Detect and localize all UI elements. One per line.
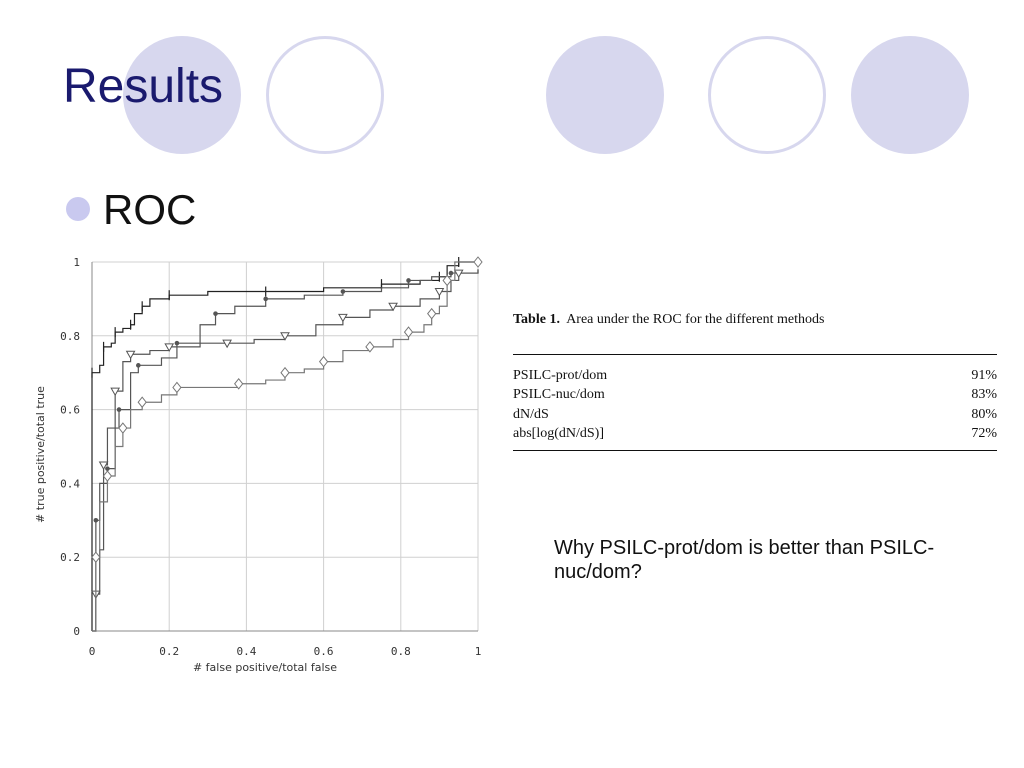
series-point-3 — [473, 256, 483, 268]
series-point-2 — [434, 288, 445, 297]
x-tick-label: 0 — [89, 645, 96, 658]
table-caption-text: Area under the ROC for the different met… — [566, 312, 825, 327]
decor-circle — [851, 36, 969, 154]
table-caption: Table 1. Area under the ROC for the diff… — [513, 312, 997, 328]
x-tick-label: 0.4 — [236, 645, 256, 658]
bullet-dot — [66, 197, 90, 221]
series-point-2 — [110, 387, 121, 397]
table-row: PSILC-nuc/dom 83% — [513, 386, 997, 406]
table-caption-label: Table 1. — [513, 312, 560, 327]
series-point-1 — [93, 518, 99, 523]
series-point-3 — [172, 381, 182, 394]
decor-circle — [546, 36, 664, 154]
series-point-3 — [365, 341, 375, 353]
table-row: PSILC-prot/dom 91% — [513, 366, 997, 386]
slide-title: Results — [63, 60, 224, 113]
series-line-1 — [92, 269, 479, 632]
series-point-3 — [403, 326, 414, 338]
series-point-1 — [116, 407, 122, 412]
series-point-1 — [406, 278, 411, 283]
table-method: abs[log(dN/dS)] — [513, 426, 604, 442]
series-point-2 — [125, 350, 136, 360]
y-tick-label: 0.8 — [60, 330, 80, 343]
series-point-3 — [102, 470, 113, 482]
series-point-2 — [453, 269, 464, 279]
table-method: PSILC-nuc/dom — [513, 387, 605, 403]
auc-table: Table 1. Area under the ROC for the diff… — [513, 312, 997, 451]
y-tick-label: 1 — [73, 256, 80, 269]
table-body: PSILC-prot/dom 91% PSILC-nuc/dom 83% dN/… — [513, 366, 997, 444]
decor-circle — [266, 36, 384, 154]
x-tick-label: 0.6 — [314, 645, 334, 658]
x-tick-label: 1 — [475, 645, 482, 658]
table-row: dN/dS 80% — [513, 405, 997, 425]
series-point-2 — [280, 332, 290, 341]
series-point-2 — [338, 313, 348, 323]
series-point-1 — [340, 289, 346, 294]
series-point-1 — [448, 270, 454, 276]
table-value: 83% — [971, 387, 997, 403]
series-point-3 — [442, 274, 452, 287]
series-line-2 — [92, 269, 479, 632]
x-axis-label: # false positive/total false — [193, 661, 337, 674]
table-method: PSILC-prot/dom — [513, 367, 608, 383]
table-value: 72% — [971, 426, 997, 442]
roc-chart: 0 0.2 0.4 0.6 0.8 1 0 0.2 0.4 0.6 0.8 1 # false posi… — [34, 256, 483, 674]
series-point-2 — [388, 302, 398, 312]
series-point-3 — [234, 377, 244, 390]
series-line-0 — [91, 261, 478, 631]
table-value: 80% — [971, 406, 997, 422]
series-point-2 — [164, 343, 175, 352]
series-point-1 — [174, 340, 180, 346]
series-point-2 — [222, 339, 232, 349]
series-point-1 — [263, 296, 268, 302]
table-value: 91% — [971, 367, 997, 383]
bullet-text: ROC — [103, 186, 197, 233]
series-point-3 — [280, 366, 290, 379]
decor-circle — [708, 36, 826, 154]
series-point-1 — [105, 466, 110, 471]
series-line-3 — [92, 261, 478, 632]
y-tick-label: 0.2 — [60, 551, 80, 564]
y-tick-label: 0.4 — [60, 477, 80, 490]
series-point-3 — [118, 422, 128, 434]
decor-circle — [123, 36, 241, 154]
table-row: abs[log(dN/dS)] 72% — [513, 425, 997, 445]
series-point-2 — [98, 461, 109, 470]
series-point-3 — [318, 355, 329, 368]
table-rule-top — [513, 354, 997, 355]
y-tick-label: 0.6 — [60, 404, 80, 417]
y-tick-label: 0 — [73, 625, 80, 638]
series-point-1 — [136, 363, 141, 368]
table-rule-bottom — [513, 450, 997, 451]
series-point-3 — [427, 307, 437, 320]
series-point-1 — [213, 311, 218, 316]
series-point-3 — [137, 396, 147, 409]
x-tick-label: 0.2 — [159, 645, 179, 658]
question-text: Why PSILC-prot/dom is better than PSILC-… — [554, 537, 935, 583]
series-point-3 — [91, 551, 101, 564]
x-tick-label: 0.8 — [391, 645, 411, 658]
y-axis-label: # true positive/total true — [34, 386, 47, 523]
table-method: dN/dS — [513, 406, 549, 422]
